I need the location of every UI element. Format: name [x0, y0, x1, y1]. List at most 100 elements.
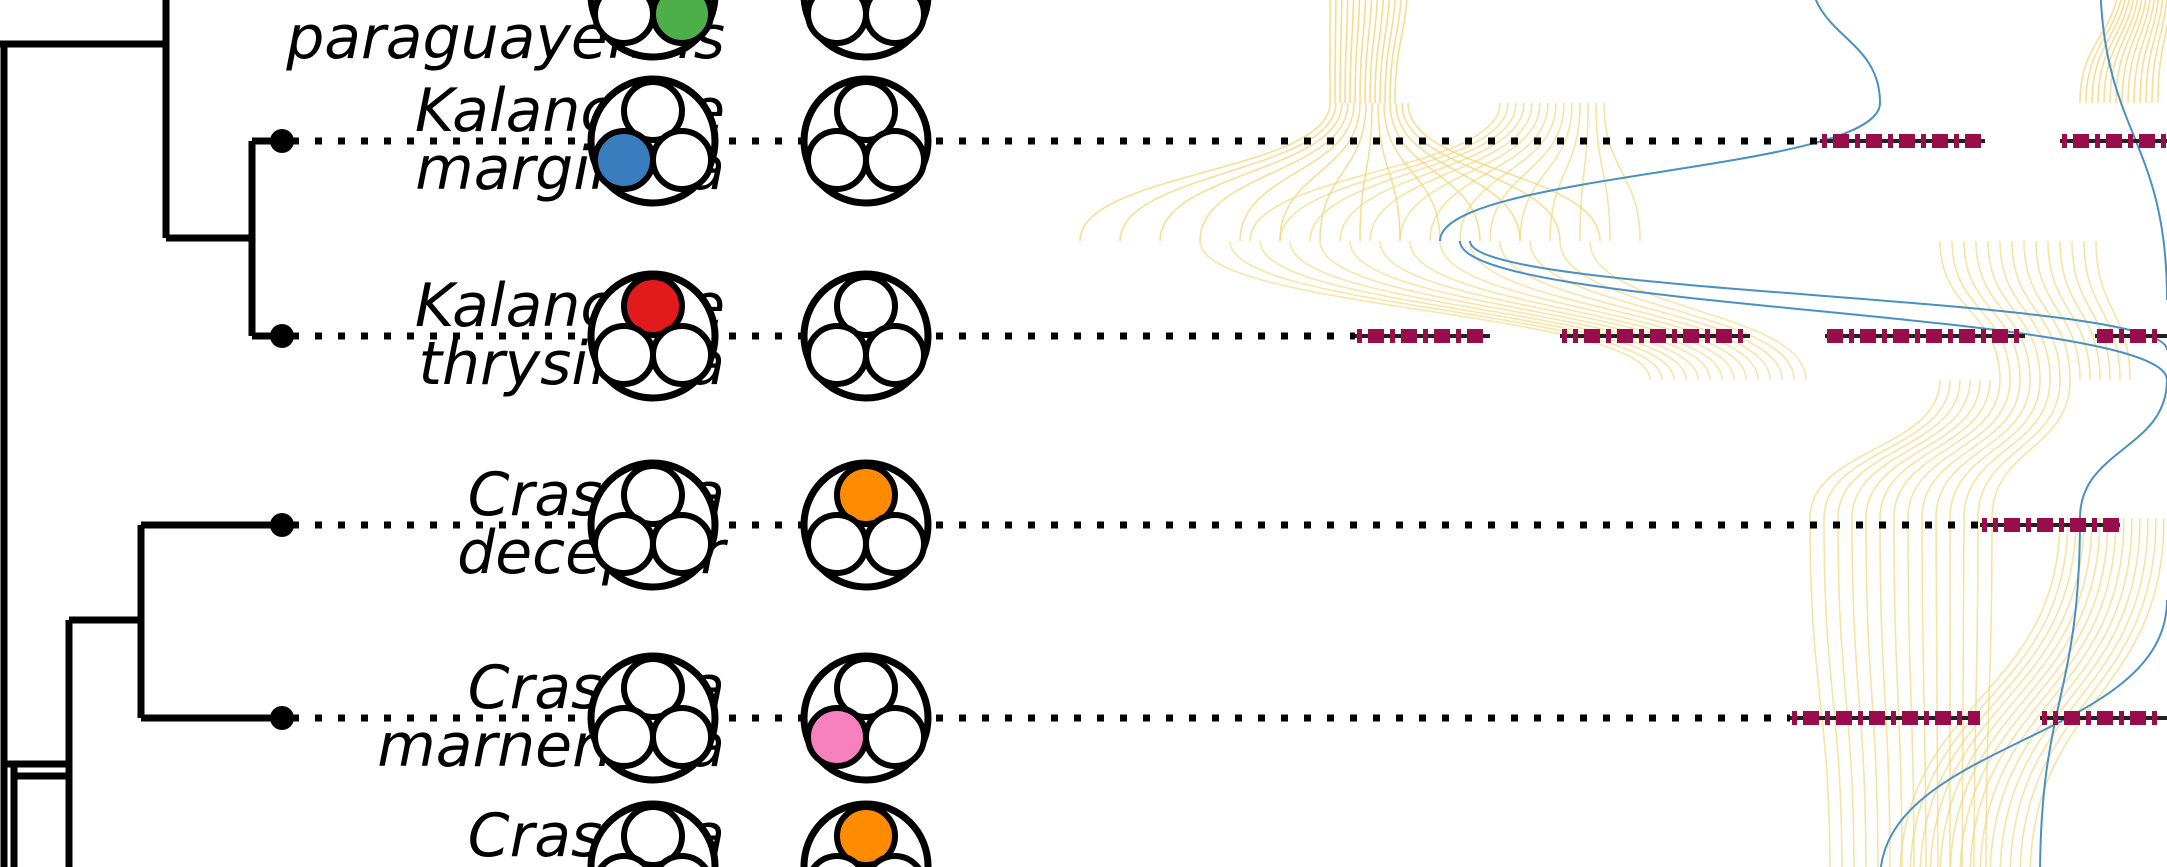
gene-block [2161, 134, 2166, 148]
tip-node [270, 324, 294, 348]
synteny-ribbon [1489, 102, 1565, 242]
synteny-ribbon [1319, 240, 1699, 381]
synteny-ribbon [1823, 379, 1951, 519]
synteny-ribbon [1837, 379, 1961, 519]
gene-block [1937, 329, 1942, 343]
synteny-ribbon [1409, 240, 1735, 381]
synteny-ribbon [1319, 102, 1367, 242]
gene-block [1891, 711, 1896, 725]
pie-inner-circle [834, 463, 898, 527]
synteny-ribbon [1921, 517, 1927, 867]
synteny-ribbon [2097, 0, 2130, 104]
pie-inner-circle [621, 804, 685, 867]
synteny-ribbon [2091, 0, 2126, 104]
synteny-ribbon [2023, 240, 2071, 381]
species-rows: paraguayensisKalanchoemarginataKalanchoe… [285, 0, 932, 867]
state-pie-1 [587, 652, 719, 784]
synteny-ribbon [1809, 379, 1941, 519]
state-pie-2 [800, 270, 932, 402]
state-pie-2 [800, 0, 932, 61]
state-pie-2 [800, 459, 932, 591]
synteny-ribbon [2103, 0, 2135, 104]
pie-inner-circle [863, 512, 927, 576]
gene-block [1899, 134, 1911, 148]
synteny-ribbon [1851, 379, 1971, 519]
gene-block [2117, 134, 2122, 148]
phylogenetic-tree [0, 0, 294, 867]
gene-block [1694, 329, 1699, 343]
gene-block [2092, 518, 2097, 532]
gene-block [2150, 134, 2155, 148]
tip-node [270, 513, 294, 537]
gene-block [1661, 329, 1666, 343]
synteny-ribbon [1229, 240, 1663, 381]
pie-inner-circle [863, 705, 927, 769]
synteny-ribbon [1389, 0, 1402, 104]
gene-block [1968, 711, 1980, 725]
pie-inner-circle [592, 512, 656, 576]
gene-block [1855, 134, 1860, 148]
synteny-ribbon [2035, 240, 2081, 381]
gene-block [1434, 329, 1446, 343]
gene-block [1913, 711, 1918, 725]
gene-block [1412, 329, 1417, 343]
gene-block [1390, 329, 1395, 343]
gene-block [1368, 329, 1380, 343]
gene-block [1606, 329, 1611, 343]
synteny-ribbon [1977, 379, 2061, 519]
synteny-ribbon [1979, 517, 2125, 867]
gene-block [2086, 711, 2091, 725]
gene-block [2152, 329, 2157, 343]
synteny-ribbon [2071, 240, 2111, 381]
tip-node [270, 129, 294, 153]
gene-block [1838, 329, 1843, 343]
state-pie-1 [587, 270, 719, 402]
synteny-ribbon [1907, 517, 1915, 867]
pie-inner-circle [868, 853, 922, 867]
gene-block [1672, 329, 1677, 343]
synteny-links [1079, 0, 2167, 867]
gene-block [2053, 711, 2058, 725]
gene-block [1880, 711, 1885, 725]
synteny-ribbon [1865, 379, 1981, 519]
gene-block [1982, 518, 1987, 532]
synteny-ribbon [1973, 517, 1979, 867]
gene-block [1993, 518, 1998, 532]
gene-block [1628, 329, 1633, 343]
gene-block [2152, 711, 2157, 725]
synteny-ribbon [1344, 0, 1349, 104]
synteny-link [1439, 102, 1881, 242]
gene-block [1379, 329, 1384, 343]
gene-block [1584, 329, 1596, 343]
synteny-ribbon [1279, 102, 1509, 242]
synteny-ribbon [2011, 240, 2061, 381]
synteny-ribbon [1893, 517, 1903, 867]
synteny-ribbon [1999, 517, 2141, 867]
synteny-ribbon [1987, 240, 2041, 381]
synteny-ribbon [1579, 102, 1589, 242]
synteny-ribbon [1939, 517, 2093, 867]
gene-block [2003, 329, 2008, 343]
gene-block [1869, 711, 1881, 725]
gene-block [2119, 711, 2124, 725]
gene-block [1915, 329, 1920, 343]
pie-inner-circle [863, 0, 927, 46]
synteny-ribbon [1879, 517, 1891, 867]
synteny-ribbon [2047, 240, 2091, 381]
pie-inner-circle [592, 705, 656, 769]
gene-block [1992, 329, 2004, 343]
synteny-ribbon [1991, 379, 2071, 519]
gene-block [1423, 329, 1428, 343]
gene-block [1827, 329, 1839, 343]
gene-block [2014, 329, 2019, 343]
synteny-ribbon [1549, 102, 1581, 242]
gene-block [1847, 711, 1852, 725]
pie-inner-circle [621, 79, 685, 143]
gene-block [2108, 711, 2113, 725]
synteny-ribbon [1394, 0, 1408, 104]
pie-inner-circle [834, 274, 898, 338]
synteny-ribbon [1879, 379, 1991, 519]
gene-tracks [1355, 134, 2167, 725]
gene-block [2084, 134, 2089, 148]
gene-block [1650, 329, 1662, 343]
